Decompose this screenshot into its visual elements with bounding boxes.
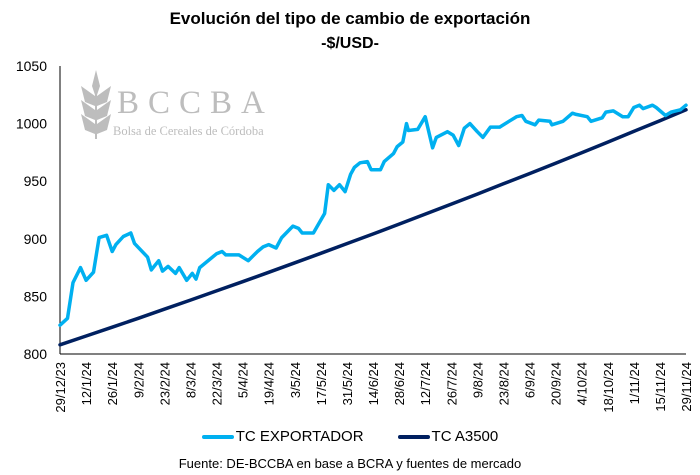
x-tick-label: 23/8/24 bbox=[496, 362, 511, 405]
x-tick-label: 23/2/24 bbox=[157, 362, 172, 405]
legend-swatch bbox=[201, 434, 234, 439]
legend-item-a3500: TC A3500 bbox=[397, 428, 499, 445]
legend: TC EXPORTADOR TC A3500 bbox=[0, 428, 700, 445]
logo-watermark: BCCBA Bolsa de Cereales de Córdoba bbox=[81, 70, 274, 139]
x-tick-label: 9/2/24 bbox=[131, 362, 146, 398]
x-tick-label: 9/8/24 bbox=[470, 362, 485, 398]
legend-item-exportador: TC EXPORTADOR bbox=[201, 428, 364, 445]
x-tick-label: 29/12/23 bbox=[53, 362, 68, 413]
x-tick-label: 12/1/24 bbox=[79, 362, 94, 405]
x-tick-label: 3/5/24 bbox=[288, 362, 303, 398]
x-tick-label: 14/6/24 bbox=[366, 362, 381, 405]
legend-label: TC EXPORTADOR bbox=[235, 428, 364, 445]
x-tick-label: 4/10/24 bbox=[575, 362, 590, 405]
y-tick-label: 850 bbox=[24, 288, 48, 304]
legend-swatch bbox=[397, 434, 430, 439]
y-tick-label: 1050 bbox=[16, 58, 47, 74]
source-note: Fuente: DE-BCCBA en base a BCRA y fuente… bbox=[178, 456, 522, 471]
x-tick-label: 29/11/24 bbox=[679, 362, 694, 412]
x-tick-label: 18/10/24 bbox=[601, 362, 616, 413]
series-line-tc-a3500 bbox=[58, 108, 688, 347]
chart-subtitle: -$/USD- bbox=[321, 35, 379, 52]
x-tick-label: 26/7/24 bbox=[444, 362, 459, 405]
x-tick-label: 1/11/24 bbox=[627, 362, 642, 404]
x-tick-label: 31/5/24 bbox=[340, 362, 355, 405]
x-tick-label: 28/6/24 bbox=[392, 362, 407, 405]
x-tick-label: 17/5/24 bbox=[314, 362, 329, 405]
y-tick-label: 950 bbox=[24, 173, 48, 189]
x-tick-label: 19/4/24 bbox=[262, 362, 277, 405]
x-tick-label: 20/9/24 bbox=[549, 362, 564, 405]
svg-text:Bolsa de Cereales de Córdoba: Bolsa de Cereales de Córdoba bbox=[113, 124, 264, 138]
legend-label: TC A3500 bbox=[431, 428, 499, 445]
svg-text:BCCBA: BCCBA bbox=[117, 85, 274, 121]
y-tick-label: 900 bbox=[24, 231, 48, 247]
x-tick-label: 5/4/24 bbox=[236, 362, 251, 398]
wheat-icon bbox=[81, 70, 111, 139]
x-tick-label: 26/1/24 bbox=[105, 362, 120, 405]
series-line-tc-exportador bbox=[58, 103, 688, 327]
chart-title: Evolución del tipo de cambio de exportac… bbox=[169, 9, 531, 28]
x-tick-label: 6/9/24 bbox=[523, 362, 538, 398]
x-tick-label: 15/11/24 bbox=[653, 362, 668, 412]
x-tick-label: 12/7/24 bbox=[418, 362, 433, 405]
x-tick-label: 22/3/24 bbox=[210, 362, 225, 405]
y-tick-label: 800 bbox=[24, 346, 48, 362]
x-tick-label: 8/3/24 bbox=[183, 362, 198, 398]
y-tick-label: 1000 bbox=[16, 116, 47, 132]
